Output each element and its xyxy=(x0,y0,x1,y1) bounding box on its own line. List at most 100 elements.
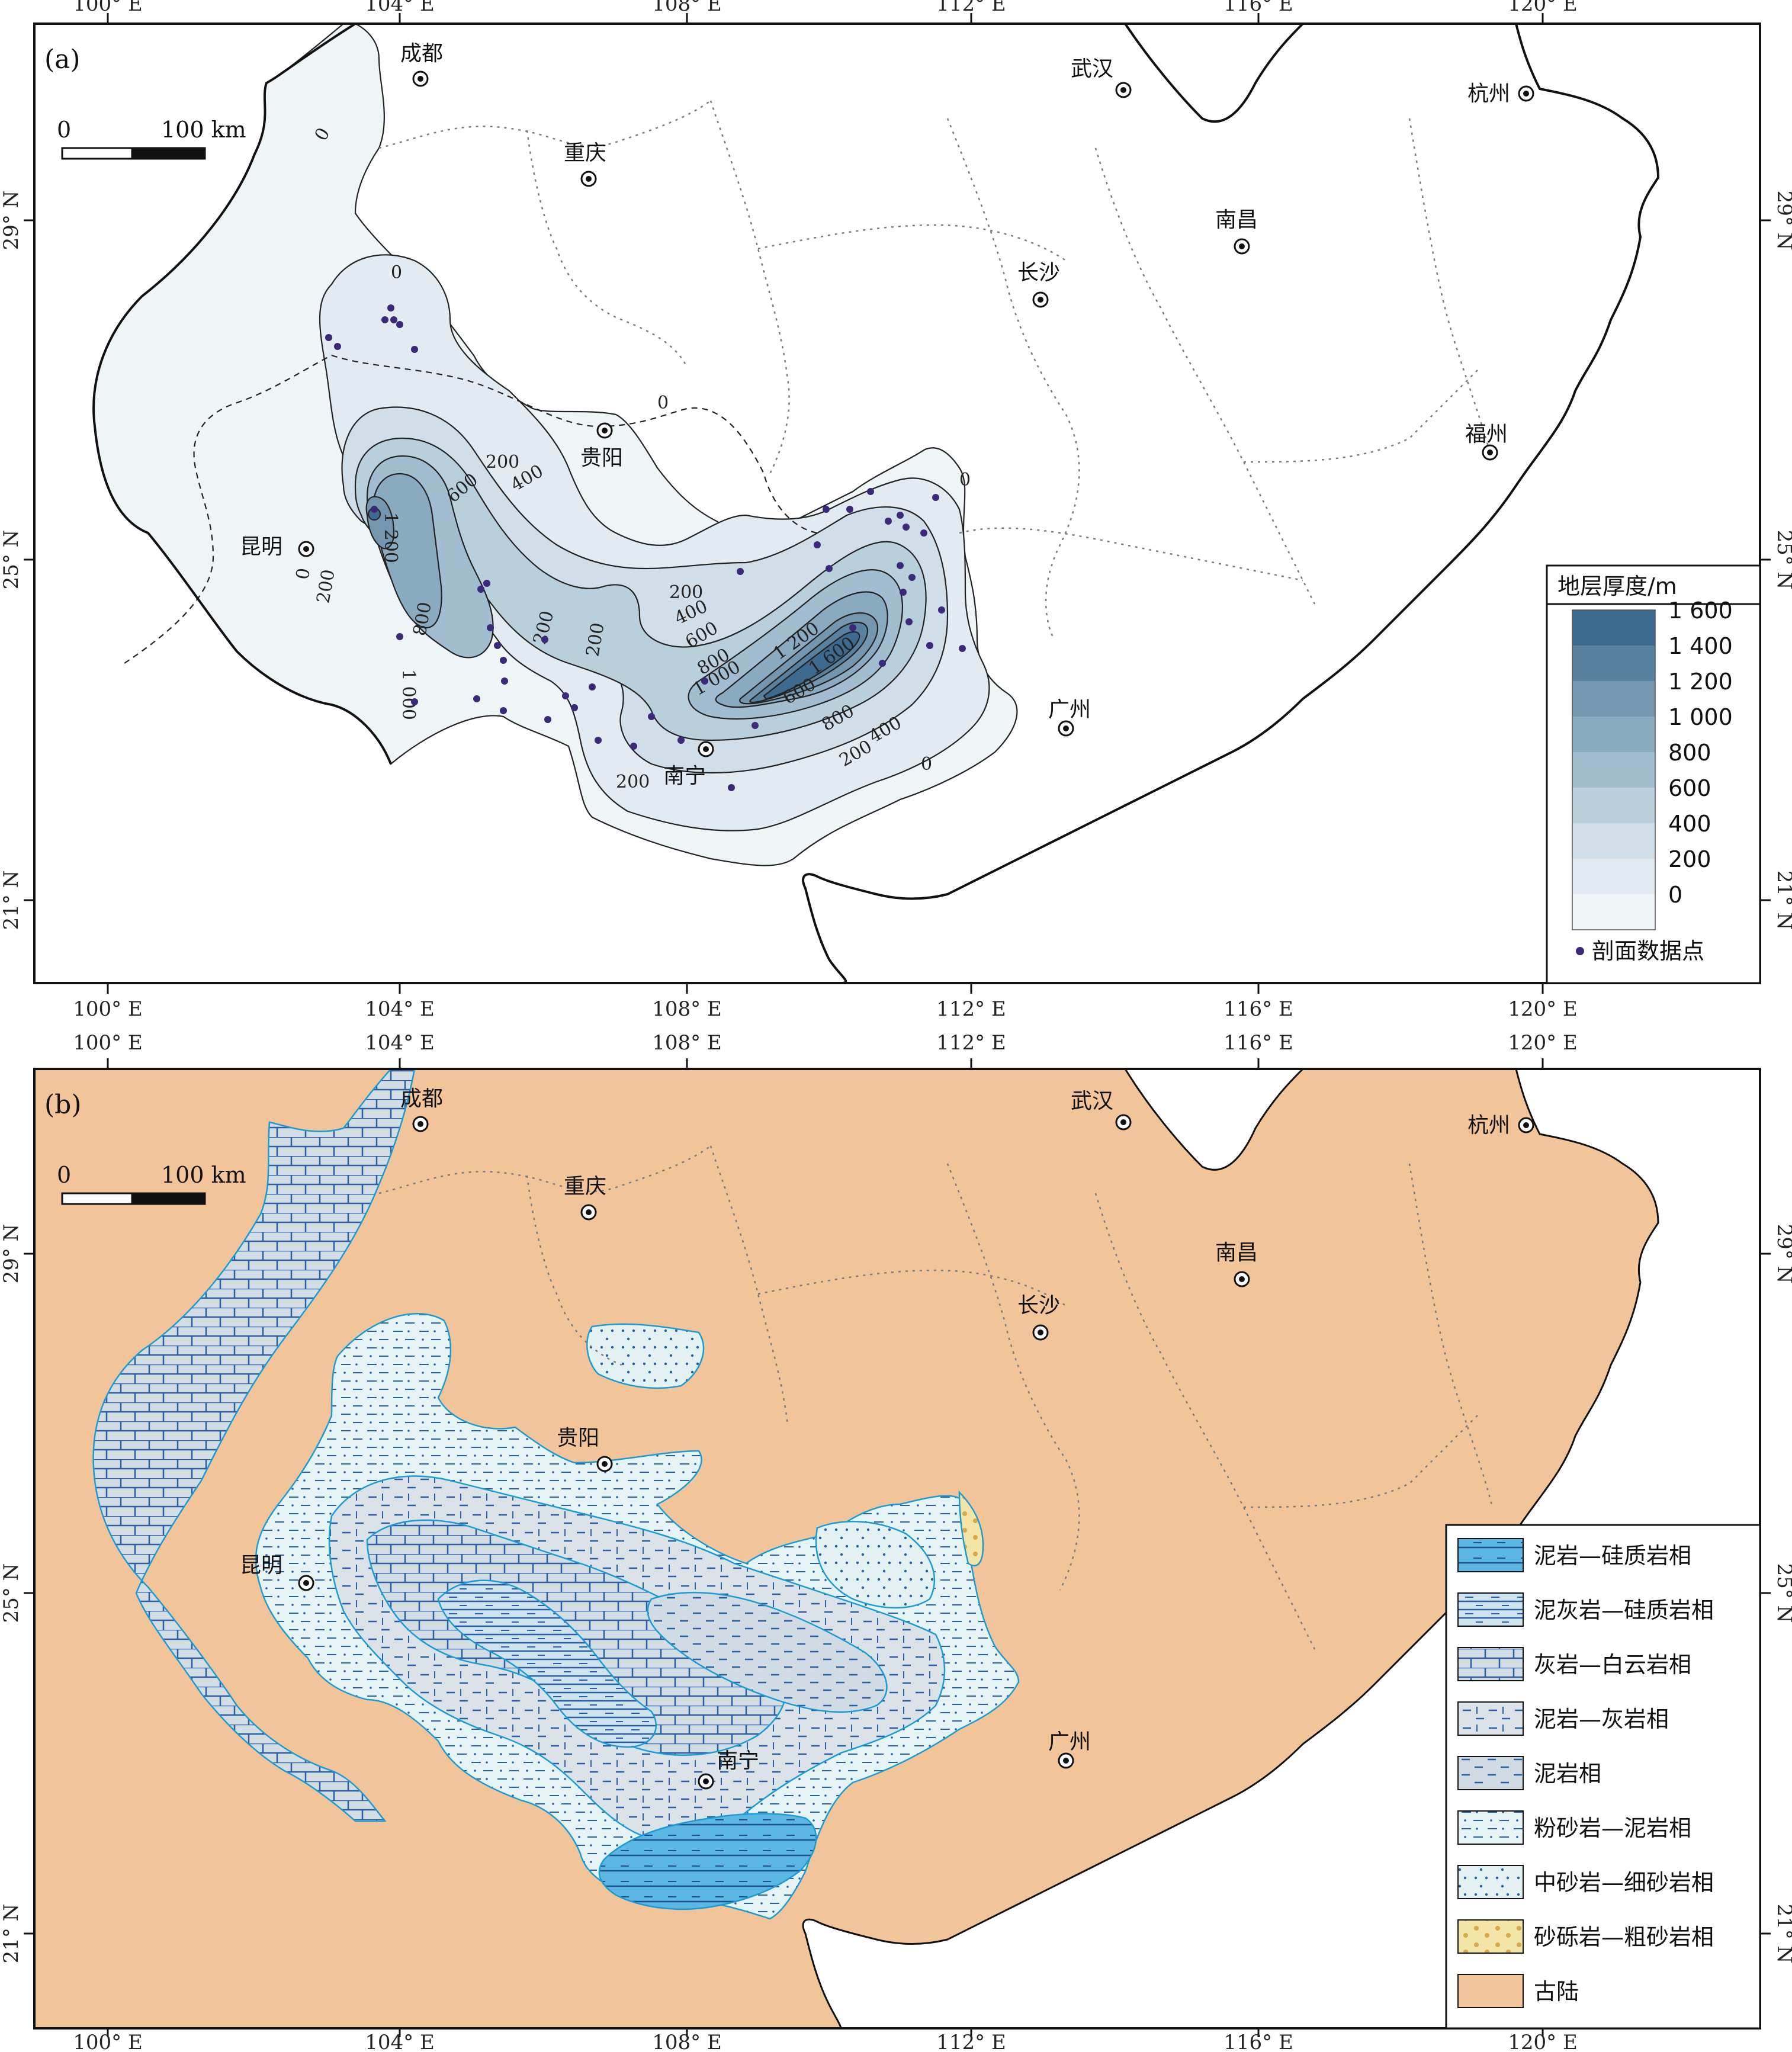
data-point xyxy=(677,737,685,744)
panel-b-lon-labels-top: 100° E 104° E 108° E 112° E 116° E 120° … xyxy=(73,1031,1578,1055)
data-point xyxy=(325,334,332,341)
svg-text:南宁: 南宁 xyxy=(717,1749,759,1773)
legend-facies-swatch xyxy=(1457,1756,1524,1790)
legend-facies-swatch xyxy=(1457,1865,1524,1899)
lon-label: 104° E xyxy=(365,997,435,1021)
lon-label: 104° E xyxy=(365,0,435,16)
legend-class-label: 400 xyxy=(1668,811,1711,837)
city-changsha: 长沙 xyxy=(1017,261,1060,308)
legend-color-swatch xyxy=(1572,752,1655,788)
svg-text:南宁: 南宁 xyxy=(663,764,706,788)
legend-facies-swatch xyxy=(1457,1810,1524,1845)
lon-label: 116° E xyxy=(1223,2031,1293,2052)
data-point xyxy=(411,346,418,353)
legend-a-title: 地层厚度/m xyxy=(1557,573,1677,599)
facies-medium-fine-sandstone-east xyxy=(815,1520,936,1609)
lon-label: 104° E xyxy=(365,1031,435,1055)
legend-class-label: 1 600 xyxy=(1668,598,1733,624)
lat-label: 25° N xyxy=(1772,1563,1792,1623)
data-point xyxy=(920,529,927,537)
city-fuzhou: 福州 xyxy=(1465,422,1508,461)
data-point xyxy=(932,494,939,501)
data-point xyxy=(879,660,886,667)
city-chengdu: 成都 xyxy=(400,1087,443,1132)
city-nanning: 南宁 xyxy=(663,741,714,788)
lon-label: 120° E xyxy=(1508,1031,1578,1055)
lon-label: 120° E xyxy=(1508,0,1578,16)
lat-label: 25° N xyxy=(1772,530,1792,590)
city-hangzhou: 杭州 xyxy=(1467,82,1534,106)
data-point xyxy=(487,624,494,631)
data-point xyxy=(926,642,933,649)
panel-b-legend: 泥岩—硅质岩相泥灰岩—硅质岩相灰岩—白云岩相泥岩—灰岩相泥岩相粉砂岩—泥岩相中砂… xyxy=(1445,1524,1761,2029)
svg-text:杭州: 杭州 xyxy=(1467,82,1510,106)
legend-class-label: 1 000 xyxy=(1668,704,1733,730)
legend-facies-swatch xyxy=(1457,1647,1524,1681)
panel-b-facies-map: 100° E 104° E 108° E 112° E 116° E 120° … xyxy=(0,1031,1792,2052)
data-point xyxy=(501,677,508,685)
panel-a-lat-labels: 29° N 25° N 21° N 29° N 25° N 21° N xyxy=(0,191,1792,930)
data-point xyxy=(387,304,394,312)
legend-facies-label: 灰岩—白云岩相 xyxy=(1534,1652,1691,1678)
contour-label: 0 xyxy=(921,754,932,775)
data-point xyxy=(938,606,945,614)
data-point xyxy=(571,704,578,711)
panel-b-lat-labels: 29° N 25° N 21° N 29° N 25° N 21° N xyxy=(0,1224,1792,1964)
city-changsha: 长沙 xyxy=(1017,1293,1060,1341)
svg-text:贵阳: 贵阳 xyxy=(557,1426,599,1450)
data-point xyxy=(814,541,821,548)
panel-a-lon-labels-bottom: 100° E 104° E 108° E 112° E 116° E 120° … xyxy=(73,997,1578,1021)
data-point xyxy=(494,642,501,649)
data-point xyxy=(541,636,548,643)
data-point xyxy=(630,743,637,750)
contour-label: 1 200 xyxy=(380,512,401,563)
legend-class-label: 1 400 xyxy=(1668,633,1733,659)
data-point xyxy=(826,565,833,572)
legend-color-swatch xyxy=(1572,717,1655,752)
contour-label: 0 xyxy=(959,470,971,490)
coastline-a xyxy=(802,24,1659,983)
data-point xyxy=(849,624,856,631)
data-point xyxy=(905,618,913,625)
panel-b-label: (b) xyxy=(44,1090,82,1120)
svg-text:长沙: 长沙 xyxy=(1017,1293,1060,1318)
legend-facies-label: 砂砾岩—粗砂岩相 xyxy=(1534,1924,1714,1950)
lat-label: 21° N xyxy=(0,871,23,930)
contour-label: 1 000 xyxy=(398,669,419,720)
legend-facies-swatch xyxy=(1457,1538,1524,1572)
legend-facies-swatch xyxy=(1457,1974,1524,2008)
city-guiyang: 贵阳 xyxy=(580,422,623,470)
lon-label: 112° E xyxy=(936,997,1006,1021)
svg-text:贵阳: 贵阳 xyxy=(580,446,623,470)
data-point xyxy=(396,321,403,328)
legend-color-swatch xyxy=(1572,610,1655,646)
data-point xyxy=(477,586,484,593)
svg-text:广州: 广州 xyxy=(1048,698,1091,722)
facies-limestone-dolomite-west xyxy=(92,1069,416,1822)
data-point xyxy=(701,677,708,685)
panel-a-lon-labels-top: 100° E 104° E 108° E 112° E 116° E 120° … xyxy=(73,0,1578,16)
svg-text:武汉: 武汉 xyxy=(1071,1089,1113,1113)
data-point xyxy=(648,713,655,720)
city-guangzhou: 广州 xyxy=(1048,698,1091,737)
lon-label: 108° E xyxy=(652,0,722,16)
data-point xyxy=(473,695,480,702)
panel-a-label: (a) xyxy=(44,44,81,75)
legend-a-point-label: 剖面数据点 xyxy=(1592,938,1704,964)
data-point xyxy=(562,692,569,699)
lon-label: 116° E xyxy=(1223,997,1293,1021)
city-chongqing: 重庆 xyxy=(564,141,606,187)
data-point xyxy=(500,707,507,714)
data-point xyxy=(728,784,735,791)
city-kunming: 昆明 xyxy=(240,535,314,559)
svg-text:昆明: 昆明 xyxy=(240,1553,282,1578)
data-point xyxy=(411,698,418,705)
data-point xyxy=(959,645,966,652)
legend-facies-label: 古陆 xyxy=(1534,1979,1579,2005)
data-point xyxy=(903,524,910,531)
province-borders-b xyxy=(378,1145,1494,1650)
panel-a-frame xyxy=(33,23,1761,984)
lon-label: 104° E xyxy=(365,2031,435,2052)
data-point xyxy=(867,488,874,495)
